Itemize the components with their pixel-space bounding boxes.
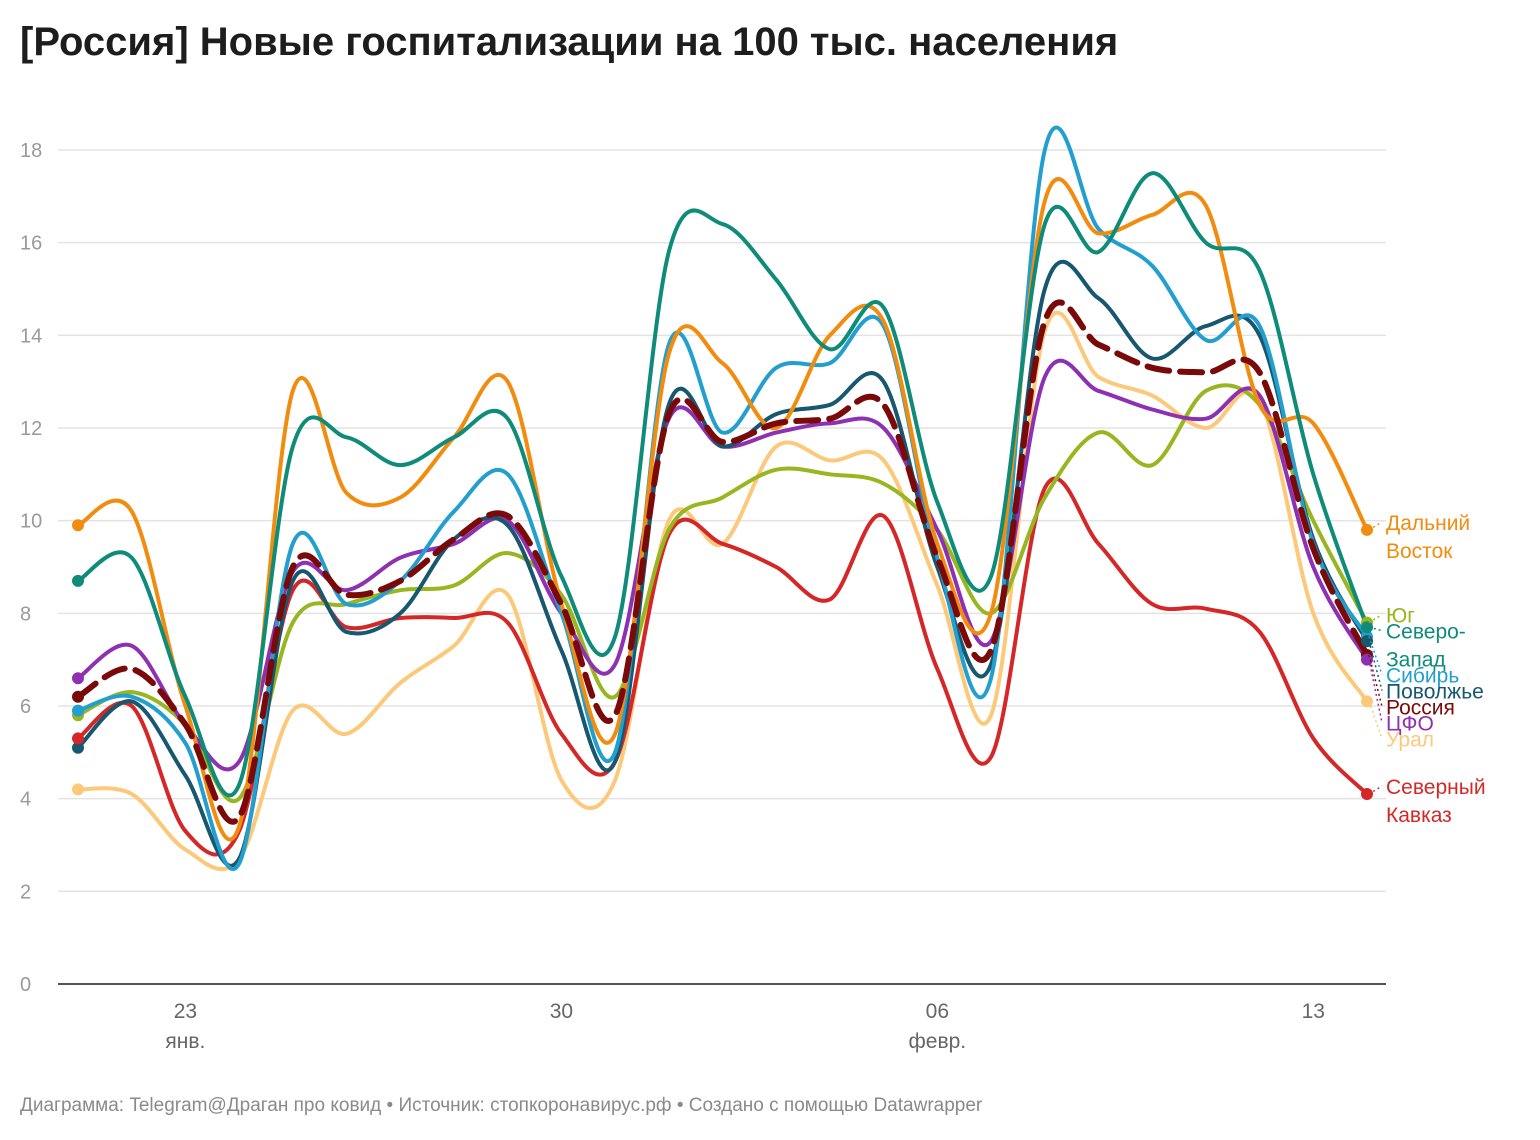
x-tick-label: 30 — [550, 1000, 573, 1023]
x-tick-label: 23 — [174, 1000, 197, 1023]
y-tick-label: 16 — [20, 233, 42, 255]
series-start-dot — [72, 519, 84, 532]
y-tick-label: 18 — [20, 140, 42, 162]
series-start-dot — [72, 741, 84, 754]
series-line — [75, 299, 1370, 825]
series-line — [76, 125, 1369, 871]
y-tick-label: 10 — [20, 511, 42, 533]
series-end-dot — [1361, 653, 1373, 666]
series-label: Поволжье — [1386, 681, 1484, 704]
label-connector — [1368, 701, 1383, 739]
series-label: Кавказ — [1386, 804, 1452, 827]
series-start-dot — [72, 732, 84, 745]
y-tick-label: 2 — [20, 881, 31, 903]
series-line — [76, 383, 1369, 804]
label-connector — [1368, 659, 1383, 723]
series-start-dot — [72, 672, 84, 685]
series-label: Дальний — [1386, 512, 1470, 535]
series-label: Северный — [1386, 776, 1486, 799]
series-start-dot — [72, 704, 84, 717]
series-end-dot — [1361, 788, 1373, 801]
y-tick-label: 8 — [20, 603, 31, 625]
series-label: Юг — [1386, 605, 1415, 628]
label-connector — [1368, 654, 1383, 707]
series-label: Урал — [1386, 729, 1434, 752]
series-label: Запад — [1386, 649, 1446, 672]
series-label: ЦФО — [1386, 713, 1434, 736]
series-start-dot — [72, 690, 84, 703]
chart-title: [Россия] Новые госпитализации на 100 тыс… — [20, 20, 1119, 64]
series-line — [76, 177, 1369, 842]
label-connector — [1368, 640, 1383, 691]
series-start-dot — [72, 783, 84, 796]
x-tick-label: 06 — [926, 1000, 949, 1023]
series-label: Россия — [1386, 697, 1455, 720]
y-tick-label: 0 — [20, 974, 31, 996]
label-connector — [1368, 636, 1383, 675]
series-end-dot — [1361, 695, 1373, 708]
x-tick-label: 13 — [1302, 1000, 1325, 1023]
y-tick-label: 14 — [20, 325, 42, 347]
y-tick-label: 4 — [20, 789, 31, 811]
series-line — [76, 171, 1369, 798]
series-line — [76, 310, 1369, 872]
label-connector — [1368, 626, 1383, 632]
chart-footer: Диаграмма: Telegram@Драган про ковид • И… — [20, 1095, 983, 1116]
x-tick-sublabel: февр. — [909, 1030, 967, 1053]
y-tick-label: 12 — [20, 418, 42, 440]
series-end-dot — [1361, 621, 1373, 634]
y-tick-label: 6 — [20, 696, 31, 718]
series-label: Сибирь — [1386, 665, 1459, 688]
series-end-dot — [1361, 523, 1373, 536]
series-start-dot — [72, 574, 84, 587]
series-label: Восток — [1386, 540, 1453, 563]
series-label: Северо- — [1386, 621, 1466, 644]
x-tick-sublabel: янв. — [165, 1030, 205, 1053]
